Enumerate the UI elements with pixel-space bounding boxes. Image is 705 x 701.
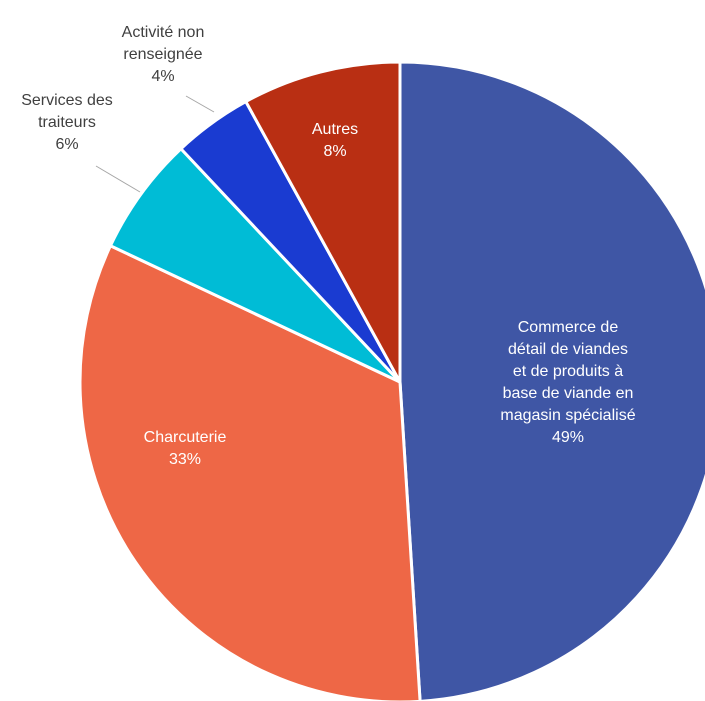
label-line: Activité non: [122, 24, 205, 41]
label-line: magasin spécialisé: [500, 407, 635, 424]
label-line: renseignée: [123, 46, 202, 63]
slice-label: Activité non renseignée: [122, 24, 205, 63]
slice-label: Services des traiteurs: [21, 92, 113, 131]
label-line: et de produits à: [513, 363, 623, 380]
slice-label: Charcuterie: [144, 429, 227, 446]
label-line: traiteurs: [38, 114, 96, 131]
label-line: Services des: [21, 92, 113, 109]
pie-slice: [398, 60, 705, 701]
value-label: 8%: [323, 143, 346, 160]
label-line: Autres: [312, 121, 358, 138]
value-label: 33%: [169, 451, 201, 468]
label-line: Charcuterie: [144, 429, 227, 446]
value-label: 49%: [552, 429, 584, 446]
pie-slice: [78, 243, 422, 701]
pie-slice: [108, 146, 402, 384]
slice-label: Commerce de détail de viandes et de produi…: [500, 319, 635, 424]
pie-slice: [243, 60, 402, 383]
slice-label: Autres: [312, 121, 358, 138]
label-line: Commerce de: [518, 319, 619, 336]
leader-line: [185, 95, 215, 113]
leader-line: [95, 165, 141, 193]
label-line: détail de viandes: [508, 341, 628, 358]
value-label: 6%: [55, 136, 78, 153]
value-label: 4%: [151, 68, 174, 85]
label-line: base de viande en: [503, 385, 634, 402]
